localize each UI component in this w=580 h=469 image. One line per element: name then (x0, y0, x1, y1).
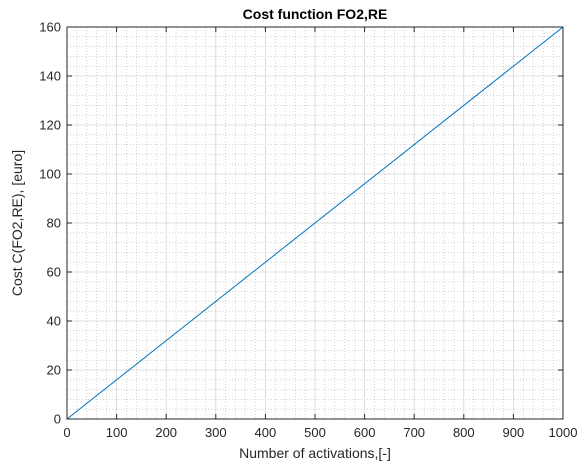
y-tick-label: 40 (47, 314, 61, 329)
x-tick-label: 300 (205, 425, 227, 440)
x-tick-label: 400 (255, 425, 277, 440)
y-tick-label: 140 (39, 69, 61, 84)
x-axis-label: Number of activations,[-] (239, 445, 391, 461)
y-tick-label: 20 (47, 363, 61, 378)
x-tick-label: 1000 (549, 425, 578, 440)
y-tick-label: 100 (39, 167, 61, 182)
series-layer (66, 26, 564, 420)
y-tick-label: 120 (39, 118, 61, 133)
x-tick-label: 800 (453, 425, 475, 440)
y-tick-label: 0 (54, 412, 61, 427)
y-tick-label: 60 (47, 265, 61, 280)
chart-title: Cost function FO2,RE (243, 6, 388, 22)
y-axis-label: Cost C(FO2,RE), [euro] (9, 150, 25, 296)
x-tick-label: 100 (106, 425, 128, 440)
x-tick-label: 600 (354, 425, 376, 440)
y-tick-label: 80 (47, 216, 61, 231)
cost-series-line (66, 26, 564, 420)
x-tick-label: 0 (63, 425, 70, 440)
x-tick-label: 500 (304, 425, 326, 440)
x-tick-label: 200 (155, 425, 177, 440)
x-tick-label: 700 (403, 425, 425, 440)
y-tick-labels: 0 20 40 60 80 100 120 140 160 (39, 20, 61, 427)
y-tick-label: 160 (39, 20, 61, 35)
x-tick-label: 900 (503, 425, 525, 440)
x-tick-labels: 0 100 200 300 400 500 600 700 800 900 1000 (63, 425, 577, 440)
ticks (66, 26, 564, 420)
